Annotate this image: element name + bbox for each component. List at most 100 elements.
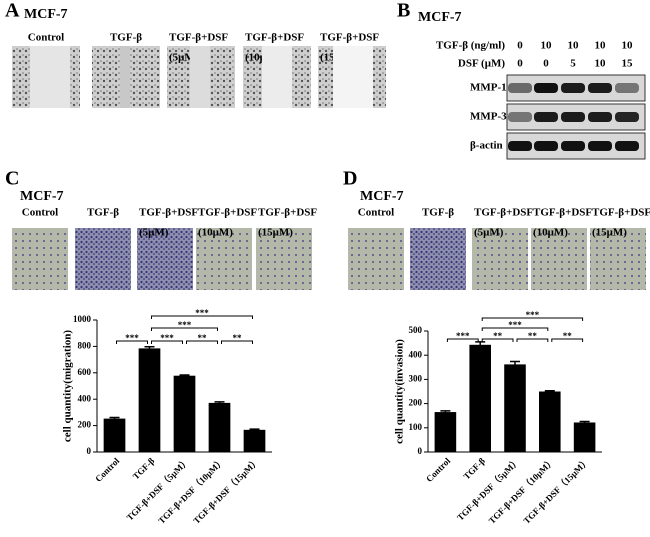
- band: [534, 112, 558, 122]
- row-value: 5: [570, 58, 576, 70]
- y-axis-label: cell quantity(migration): [62, 330, 74, 442]
- row-value: 15: [622, 58, 634, 70]
- significance-label: ***: [526, 310, 540, 320]
- image-label: TGF-β: [422, 207, 454, 219]
- row-value: 10: [622, 40, 634, 52]
- band: [588, 83, 612, 93]
- micrograph: [75, 228, 131, 290]
- micrograph: [590, 228, 646, 290]
- bar: [208, 402, 231, 452]
- significance-label: **: [563, 331, 573, 341]
- x-tick-label: TGF-β+DSF（5μM）: [125, 456, 192, 523]
- significance-bracket: [481, 338, 514, 342]
- y-tick-label: 400: [78, 393, 92, 403]
- band: [508, 141, 532, 151]
- micrograph: [531, 228, 587, 290]
- x-tick-label: TGF-β: [461, 456, 487, 482]
- y-tick-label: 300: [409, 373, 423, 383]
- x-tick-label: TGF-β+DSF（15μM）: [521, 456, 591, 526]
- wound-gap: [120, 46, 130, 108]
- wound-gap: [262, 46, 292, 108]
- image-label: TGF-β: [87, 207, 119, 219]
- row-value: 10: [595, 58, 607, 70]
- micrograph: [12, 228, 68, 290]
- cell-line: MCF-7: [20, 189, 64, 204]
- significance-label: ***: [195, 308, 209, 318]
- significance-bracket: [551, 338, 584, 342]
- band: [508, 112, 532, 122]
- image-label: (15μM): [258, 227, 293, 239]
- image-label: TGF-β+DSF: [139, 207, 198, 219]
- y-tick-label: 400: [409, 349, 423, 359]
- row-value: 0: [517, 40, 523, 52]
- error-bar: [544, 390, 555, 393]
- micrograph: [256, 228, 312, 290]
- significance-label: ***: [178, 320, 192, 330]
- panel-label: B: [397, 0, 410, 22]
- image-label: TGF-β+DSF: [592, 207, 650, 219]
- bar: [243, 429, 266, 452]
- image-label: TGF-β+DSF: [258, 207, 317, 219]
- image-label: TGF-β+DSF: [474, 207, 533, 219]
- band: [534, 141, 558, 151]
- row-value: 10: [541, 40, 553, 52]
- bar: [504, 364, 526, 452]
- bar: [173, 375, 196, 452]
- significance-bracket: [116, 340, 148, 344]
- significance-bracket: [481, 317, 584, 321]
- significance-bracket: [221, 340, 253, 344]
- image-label: TGF-β+DSF: [169, 32, 228, 44]
- bar: [573, 422, 596, 452]
- micrograph: [196, 228, 252, 290]
- y-tick-label: 500: [409, 325, 423, 335]
- image-label: (5μM): [139, 227, 169, 239]
- micrograph: [348, 228, 404, 290]
- band: [561, 112, 585, 122]
- band: [508, 83, 532, 93]
- image-label: Control: [22, 207, 58, 219]
- blot-label: MMP-3: [470, 111, 507, 123]
- error-bar: [579, 420, 590, 425]
- significance-bracket: [481, 327, 549, 331]
- y-tick-label: 1000: [73, 314, 92, 324]
- y-tick-label: 800: [78, 340, 92, 350]
- significance-label: **: [528, 331, 538, 341]
- error-bar: [475, 341, 486, 349]
- band: [588, 112, 612, 122]
- panel-label: A: [5, 0, 20, 22]
- y-tick-label: 0: [418, 446, 423, 456]
- row-label: DSF (μM): [458, 58, 505, 70]
- wound-gap: [30, 46, 70, 108]
- error-bar: [179, 374, 190, 378]
- wound-gap: [190, 46, 210, 108]
- row-value: 0: [517, 58, 523, 70]
- image-label: TGF-β+DSF: [245, 32, 304, 44]
- wound-gap: [333, 46, 373, 108]
- cell-line: MCF-7: [418, 10, 462, 25]
- significance-label: **: [233, 333, 243, 343]
- band: [588, 141, 612, 151]
- significance-label: ***: [160, 333, 174, 343]
- image-label: TGF-β+DSF: [198, 207, 257, 219]
- y-axis-label: cell quantity(invasion): [394, 339, 406, 444]
- error-bar: [214, 401, 225, 405]
- significance-bracket: [151, 315, 253, 319]
- blot-label: β-actin: [470, 140, 503, 152]
- significance-label: ***: [508, 320, 522, 330]
- image-label: Control: [358, 207, 394, 219]
- error-bar: [249, 428, 260, 432]
- band: [615, 112, 639, 122]
- bar: [434, 412, 457, 452]
- y-tick-label: 200: [409, 398, 423, 408]
- image-label: (5μM): [474, 227, 504, 239]
- row-value: 10: [568, 40, 580, 52]
- x-tick-label: Control: [424, 455, 453, 484]
- panel-label: D: [343, 168, 357, 190]
- image-label: TGF-β+DSF: [320, 32, 379, 44]
- blot-label: MMP-1: [470, 82, 507, 94]
- significance-bracket: [516, 338, 549, 342]
- image-label: (10μM): [198, 227, 233, 239]
- error-bar: [144, 346, 155, 351]
- cell-line: MCF-7: [24, 7, 68, 22]
